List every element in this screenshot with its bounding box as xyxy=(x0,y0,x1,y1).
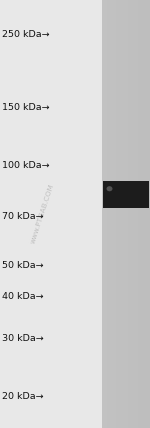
Bar xyxy=(121,0,124,428)
Bar xyxy=(133,0,136,428)
Bar xyxy=(107,0,109,428)
Bar xyxy=(143,0,145,428)
Text: 20 kDa→: 20 kDa→ xyxy=(2,392,43,401)
Bar xyxy=(126,0,128,428)
Bar xyxy=(131,0,133,428)
Bar xyxy=(148,0,150,428)
Bar xyxy=(145,0,148,428)
Bar xyxy=(128,0,131,428)
Bar xyxy=(119,0,121,428)
Text: 150 kDa→: 150 kDa→ xyxy=(2,103,49,112)
Bar xyxy=(116,0,119,428)
Bar xyxy=(109,0,112,428)
Bar xyxy=(104,0,107,428)
Text: 100 kDa→: 100 kDa→ xyxy=(2,161,49,170)
Bar xyxy=(124,0,126,428)
Text: 30 kDa→: 30 kDa→ xyxy=(2,334,43,343)
Text: 50 kDa→: 50 kDa→ xyxy=(2,261,43,270)
Text: 70 kDa→: 70 kDa→ xyxy=(2,212,43,221)
Text: 40 kDa→: 40 kDa→ xyxy=(2,292,43,301)
Text: www.PTGAB.COM: www.PTGAB.COM xyxy=(29,183,55,245)
Bar xyxy=(102,0,150,428)
Bar xyxy=(140,0,143,428)
Bar xyxy=(136,0,138,428)
Bar xyxy=(112,0,114,428)
Text: 250 kDa→: 250 kDa→ xyxy=(2,30,49,39)
Bar xyxy=(114,0,116,428)
Bar xyxy=(138,0,140,428)
Bar xyxy=(103,181,149,208)
Ellipse shape xyxy=(106,186,112,191)
Bar xyxy=(102,0,104,428)
